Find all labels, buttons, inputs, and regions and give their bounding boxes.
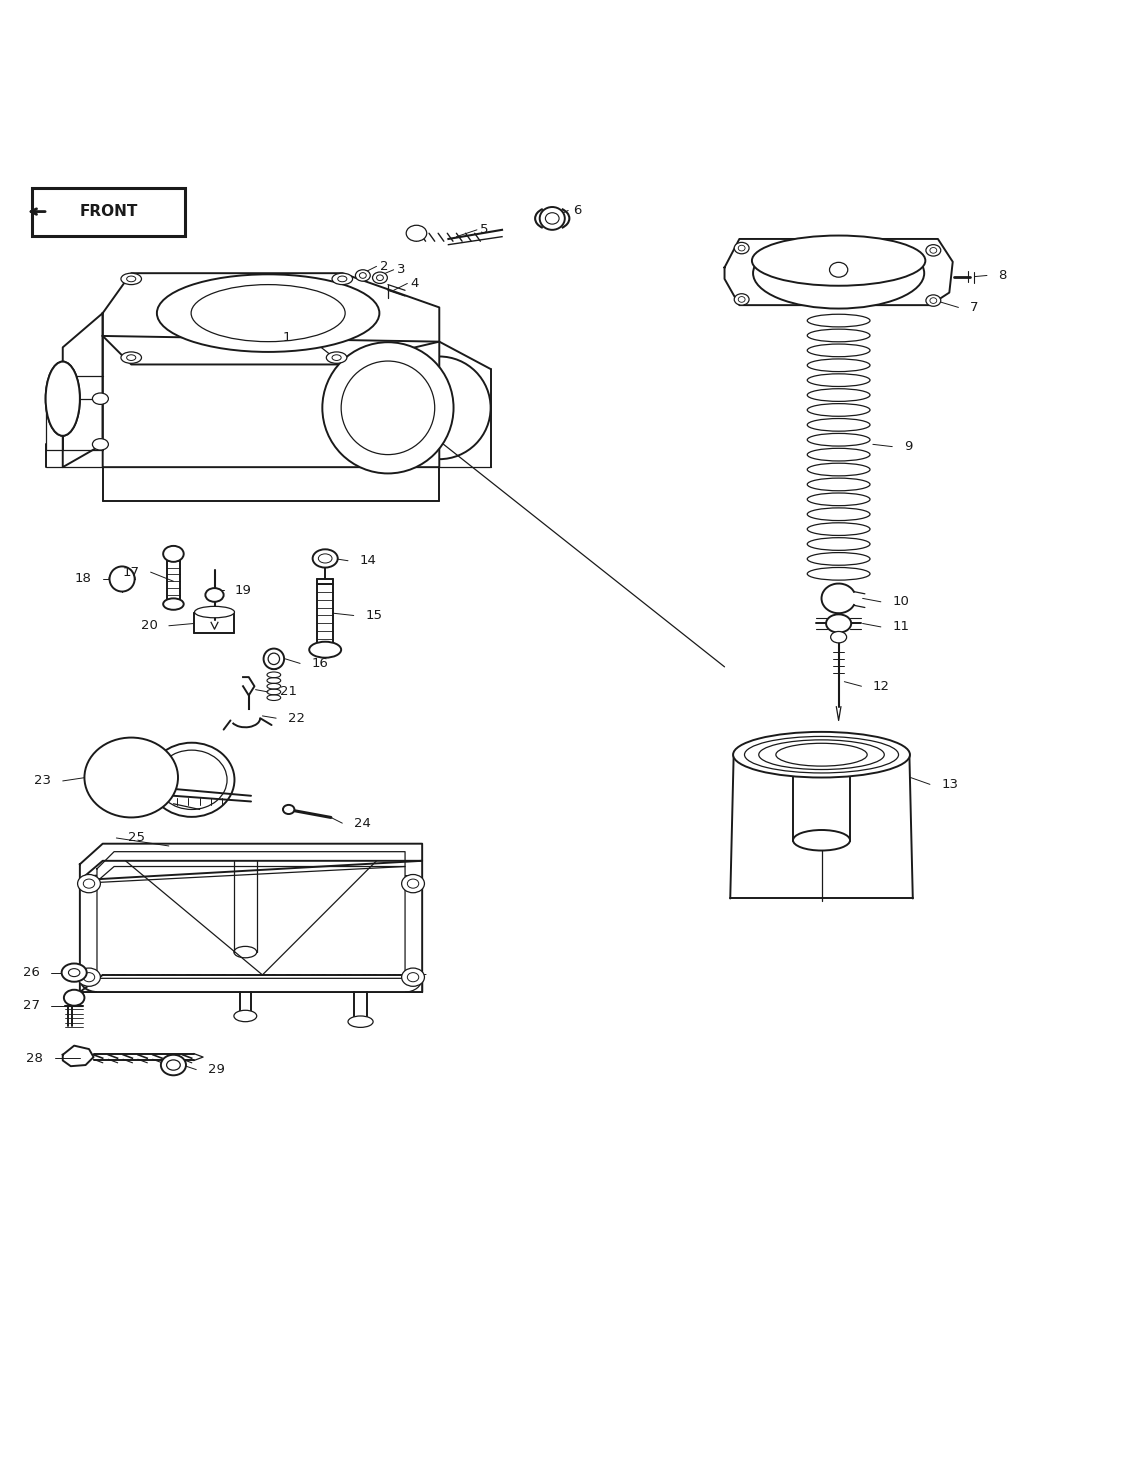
Ellipse shape <box>161 1055 186 1076</box>
Ellipse shape <box>163 545 184 562</box>
Text: FRONT: FRONT <box>79 205 138 219</box>
Text: 29: 29 <box>208 1063 225 1076</box>
Text: 8: 8 <box>998 268 1006 282</box>
Text: 6: 6 <box>573 205 581 216</box>
Text: 20: 20 <box>140 619 157 633</box>
Text: 12: 12 <box>873 680 890 692</box>
Text: 21: 21 <box>280 686 297 698</box>
Text: 5: 5 <box>480 224 488 236</box>
Ellipse shape <box>826 615 851 633</box>
Text: 25: 25 <box>128 831 145 845</box>
Text: 13: 13 <box>941 778 958 791</box>
Text: 18: 18 <box>74 572 91 585</box>
Ellipse shape <box>793 830 850 851</box>
Text: 28: 28 <box>26 1052 43 1064</box>
Ellipse shape <box>322 342 453 473</box>
Text: 23: 23 <box>34 775 51 787</box>
Ellipse shape <box>830 262 848 277</box>
Ellipse shape <box>925 245 940 256</box>
Text: 7: 7 <box>970 301 978 314</box>
Ellipse shape <box>348 1017 373 1027</box>
Text: 19: 19 <box>235 584 252 597</box>
Ellipse shape <box>194 606 234 618</box>
Ellipse shape <box>752 236 925 286</box>
Ellipse shape <box>402 968 424 987</box>
Text: 24: 24 <box>354 817 371 830</box>
Text: 10: 10 <box>892 596 909 608</box>
Ellipse shape <box>734 293 748 305</box>
Ellipse shape <box>540 207 565 230</box>
Text: 4: 4 <box>411 277 419 290</box>
Text: 2: 2 <box>380 259 388 273</box>
Ellipse shape <box>733 732 909 778</box>
Ellipse shape <box>110 566 135 591</box>
Ellipse shape <box>406 225 427 242</box>
Ellipse shape <box>234 1011 257 1021</box>
Text: 1: 1 <box>283 330 291 344</box>
Text: 15: 15 <box>365 609 382 622</box>
Ellipse shape <box>64 990 84 1006</box>
Ellipse shape <box>205 588 224 602</box>
Ellipse shape <box>332 273 353 285</box>
Text: 14: 14 <box>359 554 377 568</box>
Ellipse shape <box>402 874 424 892</box>
Text: 27: 27 <box>23 999 40 1012</box>
Ellipse shape <box>925 295 940 307</box>
Text: 16: 16 <box>311 657 329 670</box>
Text: 11: 11 <box>892 621 909 633</box>
Ellipse shape <box>46 362 80 436</box>
Ellipse shape <box>753 237 924 308</box>
Text: 17: 17 <box>122 566 139 578</box>
Ellipse shape <box>355 270 370 282</box>
Ellipse shape <box>121 351 141 363</box>
Ellipse shape <box>372 273 387 283</box>
Ellipse shape <box>78 968 100 987</box>
Ellipse shape <box>148 742 234 817</box>
Ellipse shape <box>283 805 294 814</box>
Ellipse shape <box>163 599 184 609</box>
Ellipse shape <box>121 273 141 285</box>
Ellipse shape <box>78 874 100 892</box>
Ellipse shape <box>156 274 379 351</box>
Ellipse shape <box>62 963 87 981</box>
Text: 22: 22 <box>288 711 305 725</box>
Ellipse shape <box>313 550 338 568</box>
Ellipse shape <box>309 642 341 658</box>
Ellipse shape <box>92 439 108 451</box>
Ellipse shape <box>734 243 748 253</box>
Ellipse shape <box>264 649 284 668</box>
FancyBboxPatch shape <box>32 188 185 236</box>
Ellipse shape <box>326 351 347 363</box>
Text: 9: 9 <box>904 440 912 453</box>
Ellipse shape <box>831 631 847 643</box>
Text: 26: 26 <box>23 966 40 980</box>
Text: 3: 3 <box>397 264 405 276</box>
Ellipse shape <box>92 393 108 405</box>
Ellipse shape <box>84 738 178 818</box>
